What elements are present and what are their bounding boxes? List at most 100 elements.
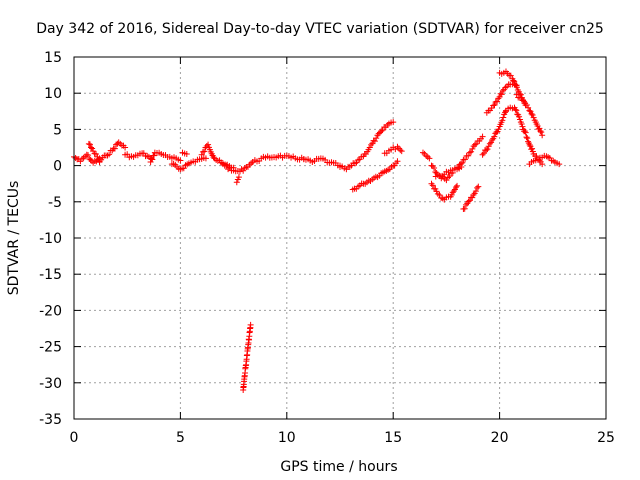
data-point xyxy=(491,102,498,109)
data-point xyxy=(85,152,92,159)
y-tick-label: -5 xyxy=(48,195,62,211)
data-point xyxy=(526,107,533,114)
data-point xyxy=(526,141,533,148)
data-point xyxy=(455,164,462,171)
series-segment xyxy=(349,158,401,193)
y-tick-label: -20 xyxy=(39,303,62,319)
series-segment xyxy=(360,119,397,160)
data-point xyxy=(106,151,113,158)
data-point xyxy=(465,198,472,205)
data-point xyxy=(111,145,118,152)
data-point xyxy=(533,153,540,160)
data-point xyxy=(485,143,492,150)
y-tick-label: -30 xyxy=(39,376,62,392)
data-point xyxy=(247,321,254,328)
series-segment xyxy=(428,180,461,203)
data-point xyxy=(468,148,475,155)
data-point xyxy=(537,128,544,135)
data-point xyxy=(507,72,514,79)
data-point xyxy=(205,141,212,148)
data-point xyxy=(519,123,526,130)
data-point xyxy=(523,134,530,141)
series-segment xyxy=(300,155,343,169)
data-point xyxy=(536,125,543,132)
data-point xyxy=(448,191,455,198)
data-point xyxy=(177,157,184,164)
data-point xyxy=(432,185,439,192)
data-point xyxy=(483,147,490,154)
y-tick-label: -10 xyxy=(39,231,62,247)
y-tick-label: -25 xyxy=(39,340,62,356)
data-point xyxy=(520,97,527,104)
y-tick-label: 10 xyxy=(44,86,62,102)
data-point xyxy=(462,156,469,163)
y-tick-label: 5 xyxy=(53,122,62,138)
data-point xyxy=(148,155,155,162)
data-point xyxy=(484,146,491,153)
data-point xyxy=(469,145,476,152)
data-point xyxy=(373,135,380,142)
data-point xyxy=(426,155,433,162)
series-segment xyxy=(179,149,190,158)
data-point xyxy=(459,159,466,166)
data-point xyxy=(223,162,230,169)
y-tick-label: -35 xyxy=(39,412,62,428)
data-point xyxy=(85,140,92,147)
data-point xyxy=(452,184,459,191)
data-point xyxy=(516,113,523,120)
data-point xyxy=(457,160,464,167)
series-segment xyxy=(419,149,433,162)
data-point xyxy=(510,77,517,84)
plot-frame xyxy=(73,56,607,420)
series-segment xyxy=(526,152,563,168)
data-point xyxy=(180,165,187,172)
data-point xyxy=(539,161,546,168)
data-point xyxy=(366,144,373,151)
data-point xyxy=(516,116,523,123)
data-point xyxy=(513,84,520,91)
data-point xyxy=(495,126,502,133)
x-axis-label: GPS time / hours xyxy=(280,459,397,475)
data-point xyxy=(499,87,506,94)
chart-title: Day 342 of 2016, Sidereal Day-to-day VTE… xyxy=(36,21,604,37)
y-tick-label: 15 xyxy=(44,50,62,66)
series-segment xyxy=(147,149,184,165)
data-point xyxy=(474,184,481,191)
data-point xyxy=(491,133,498,140)
data-point xyxy=(521,128,528,135)
data-point xyxy=(556,161,563,168)
data-point xyxy=(454,182,461,189)
data-point xyxy=(86,141,93,148)
data-point xyxy=(94,153,101,160)
data-point xyxy=(529,148,536,155)
data-point xyxy=(518,120,525,127)
data-point xyxy=(525,104,532,111)
series-segment xyxy=(96,139,129,165)
data-point xyxy=(398,148,405,155)
data-point xyxy=(513,107,520,114)
data-point xyxy=(523,102,530,109)
data-point xyxy=(499,117,506,124)
data-point xyxy=(202,155,209,162)
series-segment xyxy=(513,91,546,139)
data-point xyxy=(379,127,386,134)
data-point xyxy=(390,119,397,126)
data-point xyxy=(149,156,156,163)
data-point xyxy=(233,179,240,186)
data-point xyxy=(538,129,545,136)
y-axis-label: SDTVAR / TECUs xyxy=(6,181,22,296)
data-point xyxy=(500,114,507,121)
data-point xyxy=(371,138,378,145)
data-point xyxy=(529,145,536,152)
data-point xyxy=(89,145,96,152)
data-point xyxy=(183,151,190,158)
y-tick-label: 0 xyxy=(53,159,62,175)
data-point xyxy=(378,128,385,135)
data-point xyxy=(527,108,534,115)
data-point xyxy=(486,140,493,147)
series-segment xyxy=(454,133,486,173)
x-tick-label: 5 xyxy=(176,430,185,446)
data-point xyxy=(511,78,518,85)
data-point xyxy=(524,135,531,142)
